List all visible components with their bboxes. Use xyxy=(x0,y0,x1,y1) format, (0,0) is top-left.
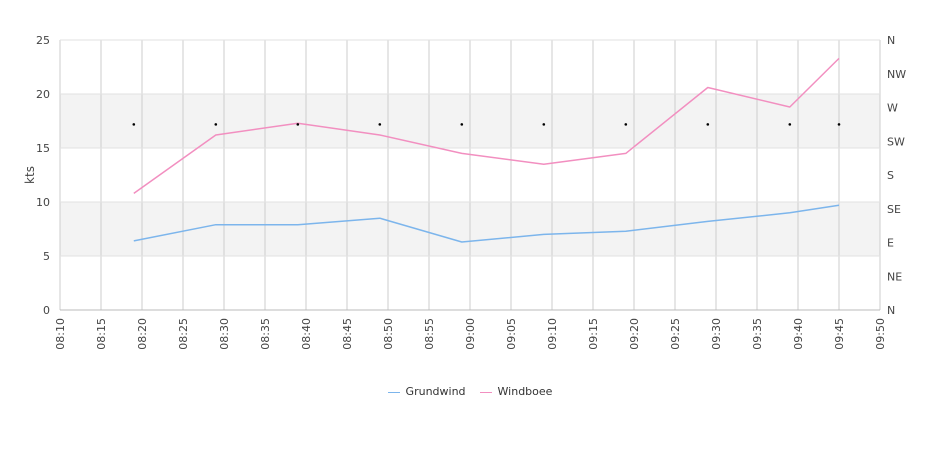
x-tick-label: 09:25 xyxy=(669,318,682,350)
y-axis-tick-labels: 0 5 10 15 20 25 xyxy=(36,34,50,317)
x-tick-label: 09:30 xyxy=(710,318,723,350)
y-tick-label: 10 xyxy=(36,196,50,209)
x-tick-label: 09:15 xyxy=(587,318,600,350)
direction-tick-label: NW xyxy=(887,68,906,81)
y-tick-label: 5 xyxy=(43,250,50,263)
direction-marker xyxy=(214,123,218,126)
direction-tick-label: NE xyxy=(887,270,902,283)
legend-label-grundwind: Grundwind xyxy=(405,385,466,398)
x-tick-label: 08:50 xyxy=(382,318,395,350)
direction-marker xyxy=(624,123,628,126)
y-tick-label: 0 xyxy=(43,304,50,317)
x-tick-label: 08:35 xyxy=(259,318,272,350)
legend: Grundwind Windboee xyxy=(0,385,940,398)
x-axis-tick-labels: 08:10 08:15 08:20 08:25 08:30 08:35 08:40 08:45… xyxy=(54,318,887,350)
direction-marker xyxy=(837,123,841,126)
direction-tick-label: N xyxy=(887,304,895,317)
x-tick-label: 09:20 xyxy=(628,318,641,350)
x-tick-label: 08:20 xyxy=(136,318,149,350)
y-tick-label: 20 xyxy=(36,88,50,101)
legend-swatch-grundwind xyxy=(387,392,400,393)
direction-marker xyxy=(542,123,546,126)
series-line-grundwind xyxy=(133,204,840,243)
direction-marker xyxy=(788,123,792,126)
direction-marker xyxy=(460,123,464,126)
x-tick-label: 08:10 xyxy=(54,318,67,350)
direction-tick-label: SW xyxy=(887,135,905,148)
direction-tick-label: S xyxy=(887,169,894,182)
legend-label-windboee: Windboee xyxy=(497,385,553,398)
legend-item-windboee[interactable]: Windboee xyxy=(479,385,553,398)
x-tick-label: 09:40 xyxy=(792,318,805,350)
x-tick-label: 08:55 xyxy=(423,318,436,350)
x-tick-label: 09:50 xyxy=(874,318,887,350)
series-line-windboee xyxy=(133,57,840,195)
direction-axis-labels: N NE E SE S SW W NW N xyxy=(887,34,906,317)
direction-marker xyxy=(296,123,300,126)
y-axis-label: kts xyxy=(23,166,37,184)
x-tick-label: 08:40 xyxy=(300,318,313,350)
x-tick-label: 08:25 xyxy=(177,318,190,350)
x-tick-label: 09:35 xyxy=(751,318,764,350)
vertical-gridlines xyxy=(59,40,881,310)
direction-tick-label: N xyxy=(887,34,895,47)
direction-marker xyxy=(378,123,382,126)
direction-marker xyxy=(132,123,136,126)
direction-marker xyxy=(706,123,710,126)
x-tick-label: 09:00 xyxy=(464,318,477,350)
x-tick-label: 09:10 xyxy=(546,318,559,350)
x-tick-label: 09:45 xyxy=(833,318,846,350)
direction-tick-label: SE xyxy=(887,203,901,216)
series-lines xyxy=(133,57,840,243)
x-tick-label: 08:15 xyxy=(95,318,108,350)
legend-item-grundwind[interactable]: Grundwind xyxy=(387,385,466,398)
x-tick-label: 09:05 xyxy=(505,318,518,350)
direction-tick-label: E xyxy=(887,237,894,250)
x-tick-label: 08:30 xyxy=(218,318,231,350)
direction-tick-label: W xyxy=(887,102,898,115)
y-tick-label: 15 xyxy=(36,142,50,155)
legend-swatch-windboee xyxy=(479,392,492,393)
direction-markers xyxy=(132,123,841,126)
x-tick-label: 08:45 xyxy=(341,318,354,350)
y-tick-label: 25 xyxy=(36,34,50,47)
